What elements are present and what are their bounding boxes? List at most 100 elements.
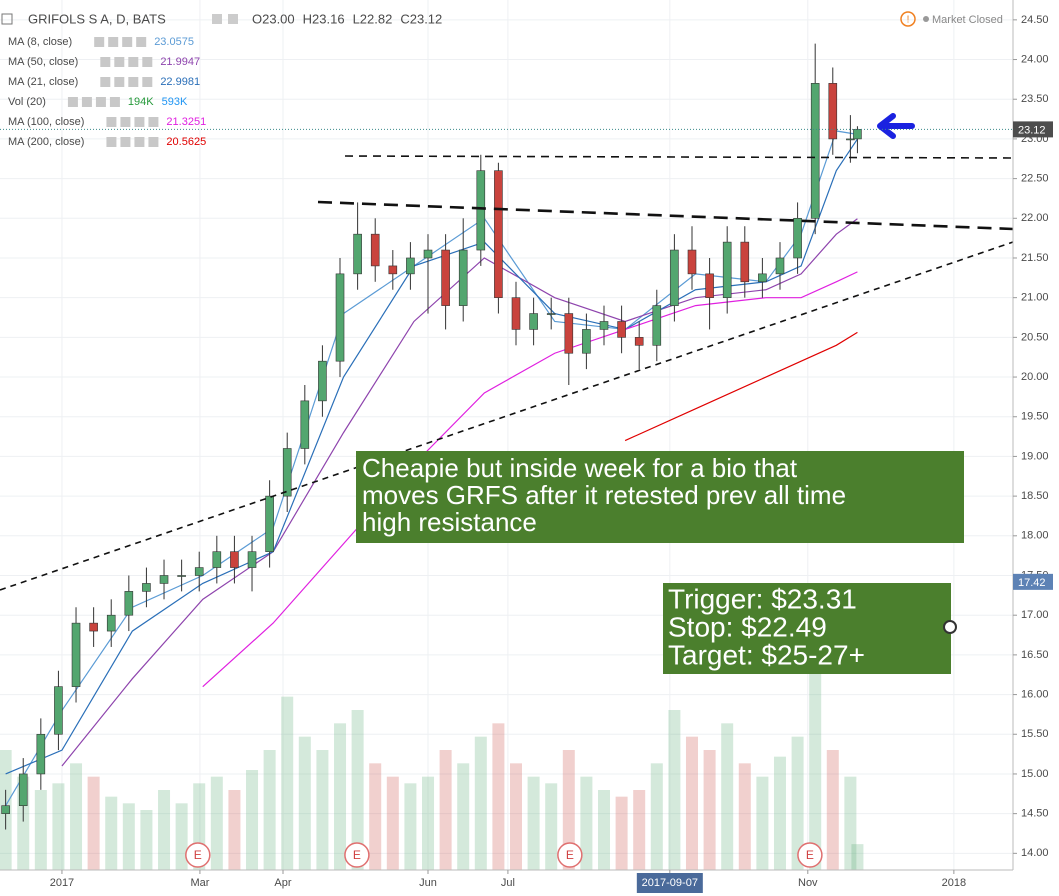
status-dot: [923, 16, 929, 22]
volume-bar: [210, 776, 223, 870]
market-status: Market Closed: [932, 14, 1003, 26]
candle-body: [458, 249, 468, 306]
volume-bar: [580, 776, 593, 870]
event-label: E: [566, 848, 574, 862]
y-tick-label: 20.00: [1021, 371, 1049, 383]
volume-bar: [404, 783, 417, 870]
candle-body: [194, 567, 204, 576]
volume-bar: [281, 696, 294, 870]
candle-body: [722, 241, 732, 298]
event-label: E: [353, 848, 361, 862]
ohlc-label: H23.16: [303, 11, 345, 26]
volume-bar: [105, 796, 118, 870]
candle-body: [705, 273, 714, 298]
candle-body: [36, 733, 46, 775]
legend: GRIFOLS S A, D, BATS ! Market Closed O23…: [1, 11, 1003, 148]
handle[interactable]: [943, 620, 957, 634]
volume-bar: [457, 763, 470, 870]
y-tick-label: 24.50: [1021, 14, 1049, 26]
y-tick-label: 23.50: [1021, 93, 1049, 105]
trend-line: [317, 200, 1014, 231]
event-marker: [557, 842, 583, 868]
volume-bar: [334, 723, 347, 870]
status-icon: [900, 11, 916, 27]
trend-lines: [0, 155, 1014, 591]
indicator-icon: [94, 37, 105, 47]
collapse-icon[interactable]: [1, 13, 13, 25]
indicator-value: 21.3251: [166, 116, 206, 128]
volume-bar: [386, 776, 399, 870]
y-tick-label: 15.50: [1021, 728, 1049, 740]
indicator-icon: [114, 57, 125, 67]
candle-body: [846, 138, 855, 141]
candle-body: [423, 249, 433, 259]
y-tick-label: 22.50: [1021, 173, 1049, 185]
candle-body: [546, 313, 556, 315]
candle-body: [318, 360, 327, 402]
x-tick-label: Jul: [501, 877, 515, 889]
event-label: E: [806, 848, 814, 862]
candle-body: [494, 170, 503, 298]
price-label: 23.12: [1018, 124, 1046, 136]
volume-bar: [439, 750, 452, 870]
legend-icon: [228, 14, 238, 24]
candle-body: [265, 495, 274, 552]
y-tick-label: 17.00: [1021, 609, 1049, 621]
volume-bar: [650, 763, 663, 870]
volume-bar: [844, 776, 857, 870]
volume-bar: [122, 803, 135, 870]
status-icon-mark: !: [907, 15, 910, 26]
candle-body: [529, 313, 538, 330]
indicator-icon: [120, 117, 131, 127]
ma-line: [624, 331, 858, 442]
candle-body: [406, 257, 415, 275]
volume-bar: [668, 710, 681, 870]
candle-body: [335, 273, 345, 362]
indicator-name: MA (100, close): [8, 116, 84, 128]
volume-bar: [773, 756, 786, 870]
event-label: E: [194, 848, 202, 862]
candle-body: [652, 305, 662, 346]
volume-layer: [0, 656, 864, 870]
ohlc-label: O23.00: [252, 11, 295, 26]
volume-bar: [140, 810, 153, 870]
candle-body: [793, 217, 802, 259]
volume-bar: [228, 790, 241, 870]
candle-body: [159, 575, 169, 584]
y-tick-label: 22.00: [1021, 212, 1049, 224]
indicator-icon: [120, 137, 131, 147]
y-tick-label: 19.00: [1021, 450, 1049, 462]
indicator-icon: [142, 77, 153, 87]
x-tick-label: 2017-09-07: [642, 877, 698, 889]
candle-body: [142, 583, 151, 592]
indicator-value: 21.9947: [160, 56, 200, 68]
volume-bar: [422, 776, 435, 870]
indicator-icon: [142, 57, 153, 67]
ohlc-label: C23.12: [400, 11, 442, 26]
indicator-icon: [134, 117, 145, 127]
indicator-icon: [108, 37, 119, 47]
volume-bar: [158, 790, 171, 870]
candle-body: [247, 551, 257, 568]
event-marker: [344, 842, 370, 868]
indicator-name: Vol (20): [8, 96, 46, 108]
price-label-box: [1013, 573, 1053, 590]
indicator-value: 593K: [162, 96, 188, 108]
candle-body: [511, 297, 521, 330]
y-tick-label: 16.50: [1021, 649, 1049, 661]
annotation-box: [356, 451, 964, 543]
y-tick-label: 14.50: [1021, 808, 1049, 820]
y-tick-label: 18.00: [1021, 530, 1049, 542]
volume-bar: [87, 776, 100, 870]
volume-bar: [851, 844, 864, 870]
candle-body: [564, 313, 574, 354]
trend-line: [0, 241, 1014, 591]
volume-bar: [527, 776, 540, 870]
indicator-value: 22.9981: [160, 76, 200, 88]
volume-bar: [791, 736, 804, 870]
volume-bar: [756, 776, 769, 870]
candle-body: [1, 805, 10, 814]
volume-bar: [510, 763, 523, 870]
candle-body: [775, 257, 785, 275]
candle-body: [441, 249, 450, 306]
